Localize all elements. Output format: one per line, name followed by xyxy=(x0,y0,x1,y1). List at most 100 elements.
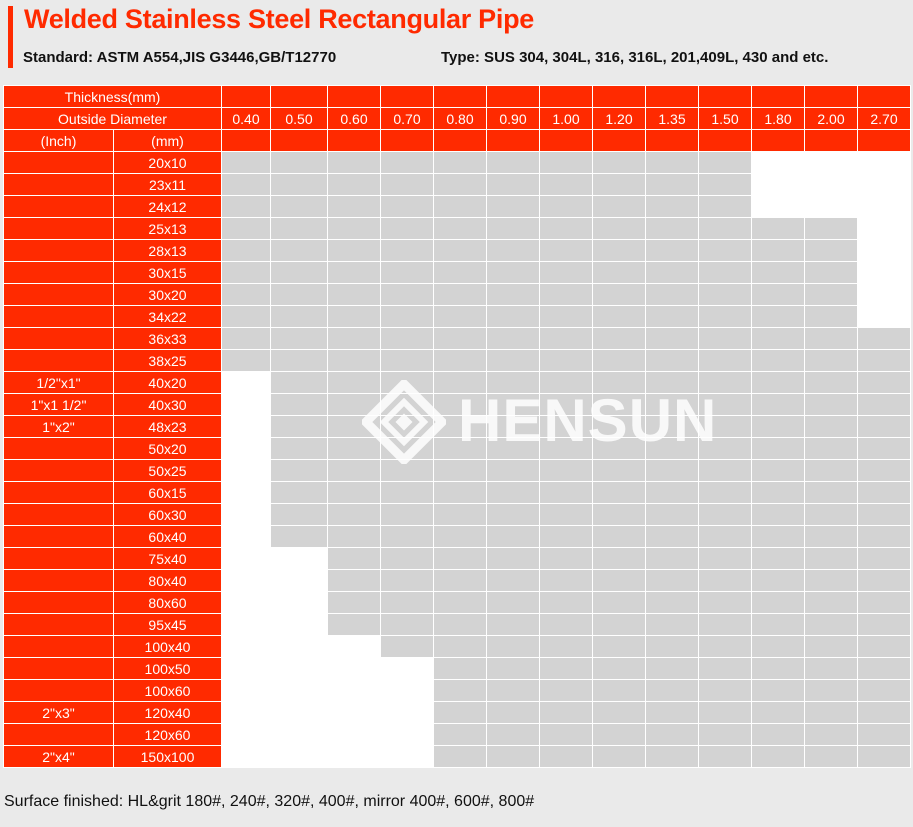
unavailable-cell xyxy=(805,702,857,723)
available-cell xyxy=(271,746,327,767)
available-cell xyxy=(222,372,270,393)
available-cell xyxy=(271,592,327,613)
mm-size-cell: 40x30 xyxy=(114,394,221,415)
unavailable-cell xyxy=(699,372,751,393)
available-cell xyxy=(271,702,327,723)
unavailable-cell xyxy=(540,570,592,591)
thickness-value-header: 0.90 xyxy=(487,108,539,129)
unavailable-cell xyxy=(752,570,804,591)
unavailable-cell xyxy=(328,196,380,217)
unavailable-cell xyxy=(805,636,857,657)
unavailable-cell xyxy=(805,680,857,701)
unavailable-cell xyxy=(222,284,270,305)
mm-size-cell: 80x60 xyxy=(114,592,221,613)
available-cell xyxy=(271,724,327,745)
unavailable-cell xyxy=(328,482,380,503)
available-cell xyxy=(222,592,270,613)
table-row: 60x30 xyxy=(4,504,910,525)
unavailable-cell xyxy=(593,658,645,679)
unavailable-cell xyxy=(434,746,486,767)
unavailable-cell xyxy=(752,372,804,393)
available-cell xyxy=(381,746,433,767)
unavailable-cell xyxy=(858,614,910,635)
unavailable-cell xyxy=(487,526,539,547)
thickness-value-header: 0.70 xyxy=(381,108,433,129)
available-cell xyxy=(271,614,327,635)
unavailable-cell xyxy=(381,218,433,239)
unavailable-cell xyxy=(805,592,857,613)
unavailable-cell xyxy=(752,680,804,701)
unavailable-cell xyxy=(434,636,486,657)
header-blank-cell xyxy=(487,86,539,107)
unavailable-cell xyxy=(381,372,433,393)
unavailable-cell xyxy=(328,438,380,459)
unavailable-cell xyxy=(381,504,433,525)
unavailable-cell xyxy=(487,262,539,283)
unavailable-cell xyxy=(752,658,804,679)
unavailable-cell xyxy=(381,482,433,503)
table-row: 100x40 xyxy=(4,636,910,657)
unavailable-cell xyxy=(805,416,857,437)
table-row: 60x40 xyxy=(4,526,910,547)
unavailable-cell xyxy=(328,328,380,349)
unavailable-cell xyxy=(487,504,539,525)
unavailable-cell xyxy=(805,504,857,525)
unavailable-cell xyxy=(752,504,804,525)
table-row: 20x10 xyxy=(4,152,910,173)
table-row: 95x45 xyxy=(4,614,910,635)
unavailable-cell xyxy=(434,218,486,239)
unavailable-cell xyxy=(699,592,751,613)
unavailable-cell xyxy=(699,680,751,701)
unavailable-cell xyxy=(805,724,857,745)
available-cell xyxy=(752,174,804,195)
unavailable-cell xyxy=(858,592,910,613)
table-row: 80x60 xyxy=(4,592,910,613)
unavailable-cell xyxy=(593,262,645,283)
unavailable-cell xyxy=(593,548,645,569)
available-cell xyxy=(222,438,270,459)
unavailable-cell xyxy=(646,680,698,701)
available-cell xyxy=(222,658,270,679)
available-cell xyxy=(222,702,270,723)
unavailable-cell xyxy=(434,592,486,613)
available-cell xyxy=(858,218,910,239)
available-cell xyxy=(328,658,380,679)
unavailable-cell xyxy=(540,724,592,745)
thickness-value-header: 2.00 xyxy=(805,108,857,129)
unavailable-cell xyxy=(271,196,327,217)
unavailable-cell xyxy=(328,372,380,393)
unavailable-cell xyxy=(752,438,804,459)
unavailable-cell xyxy=(699,548,751,569)
header-blank-cell xyxy=(222,130,270,151)
mm-size-cell: 30x15 xyxy=(114,262,221,283)
unavailable-cell xyxy=(752,724,804,745)
available-cell xyxy=(222,548,270,569)
unavailable-cell xyxy=(699,284,751,305)
unavailable-cell xyxy=(271,240,327,261)
header-blank-cell xyxy=(328,86,380,107)
unavailable-cell xyxy=(487,240,539,261)
unavailable-cell xyxy=(752,240,804,261)
unavailable-cell xyxy=(805,460,857,481)
unavailable-cell xyxy=(593,614,645,635)
unavailable-cell xyxy=(646,394,698,415)
unavailable-cell xyxy=(328,152,380,173)
available-cell xyxy=(222,680,270,701)
table-row: 60x15 xyxy=(4,482,910,503)
unavailable-cell xyxy=(752,460,804,481)
unavailable-cell xyxy=(434,438,486,459)
header-blank-cell xyxy=(752,130,804,151)
inch-size-cell: 2"x3" xyxy=(4,702,113,723)
unavailable-cell xyxy=(434,284,486,305)
unavailable-cell xyxy=(752,262,804,283)
unavailable-cell xyxy=(699,482,751,503)
unavailable-cell xyxy=(328,284,380,305)
unavailable-cell xyxy=(593,438,645,459)
available-cell xyxy=(381,702,433,723)
unavailable-cell xyxy=(381,328,433,349)
unavailable-cell xyxy=(271,526,327,547)
unavailable-cell xyxy=(487,284,539,305)
unavailable-cell xyxy=(752,548,804,569)
unavailable-cell xyxy=(540,702,592,723)
available-cell xyxy=(805,196,857,217)
